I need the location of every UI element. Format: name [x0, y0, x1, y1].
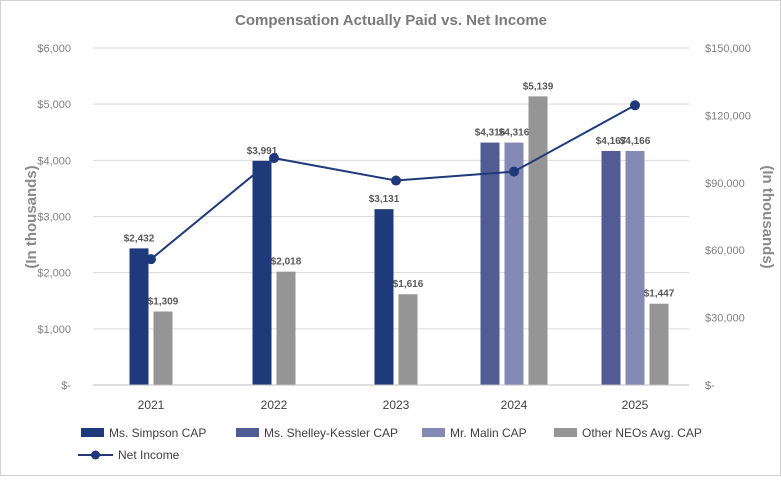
bar-other-neos-avg-cap-2022 — [276, 271, 296, 385]
right-tick-label: $60,000 — [705, 245, 745, 257]
legend-label: Other NEOs Avg. CAP — [582, 426, 702, 440]
x-tick-label: 2023 — [383, 398, 410, 412]
data-label: $4,167 — [596, 136, 627, 147]
x-axis: 2021 2022 2023 2024 2025 — [93, 384, 689, 412]
data-label: $2,432 — [124, 233, 155, 244]
net-income-point-2023 — [391, 175, 401, 186]
data-label: $4,316 — [499, 128, 530, 139]
bars: $2,432 $1,309 $3,991 $2,018 $3,131 $1,616 $4,3… — [124, 81, 675, 385]
right-tick-label: $- — [705, 380, 715, 392]
bar-mr-malin-cap-2025 — [625, 151, 645, 385]
net-income-point-2021 — [146, 254, 156, 265]
data-label: $1,447 — [644, 289, 675, 300]
right-tick-label: $150,000 — [705, 43, 751, 55]
bar-other-neos-avg-cap-2023 — [398, 294, 418, 385]
left-tick-label: $4,000 — [37, 155, 71, 167]
right-y-axis: $- $30,000 $60,000 $90,000 $120,000 $150,000 — [705, 43, 751, 392]
legend: Ms. Simpson CAP Ms. Shelley-Kessler CAP Mr… — [78, 426, 702, 462]
data-label: $1,616 — [393, 279, 424, 290]
bar-other-neos-avg-cap-2021 — [153, 311, 173, 385]
x-tick-label: 2022 — [261, 398, 288, 412]
net-income-point-2022 — [269, 153, 279, 164]
left-tick-label: $2,000 — [37, 268, 71, 280]
legend-label: Ms. Shelley-Kessler CAP — [264, 426, 398, 440]
bar-ms-shelley-kessler-cap-2025 — [601, 150, 621, 385]
chart-title: Compensation Actually Paid vs. Net Incom… — [235, 12, 547, 29]
left-tick-label: $1,000 — [37, 324, 71, 336]
x-tick-label: 2024 — [501, 398, 528, 412]
x-tick-label: 2025 — [622, 398, 649, 412]
bar-ms-simpson-cap-2022 — [252, 160, 272, 385]
legend-label: Mr. Malin CAP — [450, 426, 527, 440]
left-tick-label: $3,000 — [37, 212, 71, 224]
legend-swatch — [236, 428, 259, 437]
data-label: $5,139 — [523, 81, 554, 92]
legend-label: Ms. Simpson CAP — [109, 426, 206, 440]
legend-label: Net Income — [118, 448, 180, 462]
left-axis-label: (In thousands) — [23, 165, 40, 268]
legend-swatch — [81, 428, 104, 437]
data-label: $3,991 — [247, 146, 278, 157]
data-label: $3,131 — [369, 194, 400, 205]
data-label: $2,018 — [271, 257, 302, 268]
net-income-point-2024 — [509, 166, 519, 177]
left-tick-label: $6,000 — [37, 43, 71, 55]
net-income-line — [146, 100, 640, 265]
right-tick-label: $30,000 — [705, 313, 745, 325]
data-label: $1,309 — [148, 296, 179, 307]
bar-ms-simpson-cap-2021 — [129, 248, 149, 385]
right-tick-label: $90,000 — [705, 178, 745, 190]
left-y-axis: $- $1,000 $2,000 $3,000 $4,000 $5,000 $6,000 — [37, 43, 71, 392]
left-tick-label: $- — [61, 380, 71, 392]
data-label: $4,316 — [475, 128, 506, 139]
data-label: $4,166 — [620, 136, 651, 147]
net-income-point-2025 — [630, 100, 640, 111]
bar-other-neos-avg-cap-2025 — [649, 303, 669, 385]
legend-swatch — [554, 428, 577, 437]
bar-other-neos-avg-cap-2024 — [528, 96, 548, 385]
legend-swatch — [422, 428, 445, 437]
right-axis-label: (In thousands) — [759, 165, 776, 268]
legend-line-marker — [91, 450, 100, 460]
bar-mr-malin-cap-2024 — [504, 142, 524, 385]
bar-ms-shelley-kessler-cap-2024 — [480, 142, 500, 385]
right-tick-label: $120,000 — [705, 110, 751, 122]
x-tick-label: 2021 — [138, 398, 165, 412]
bar-ms-simpson-cap-2023 — [374, 209, 394, 385]
left-tick-label: $5,000 — [37, 99, 71, 111]
